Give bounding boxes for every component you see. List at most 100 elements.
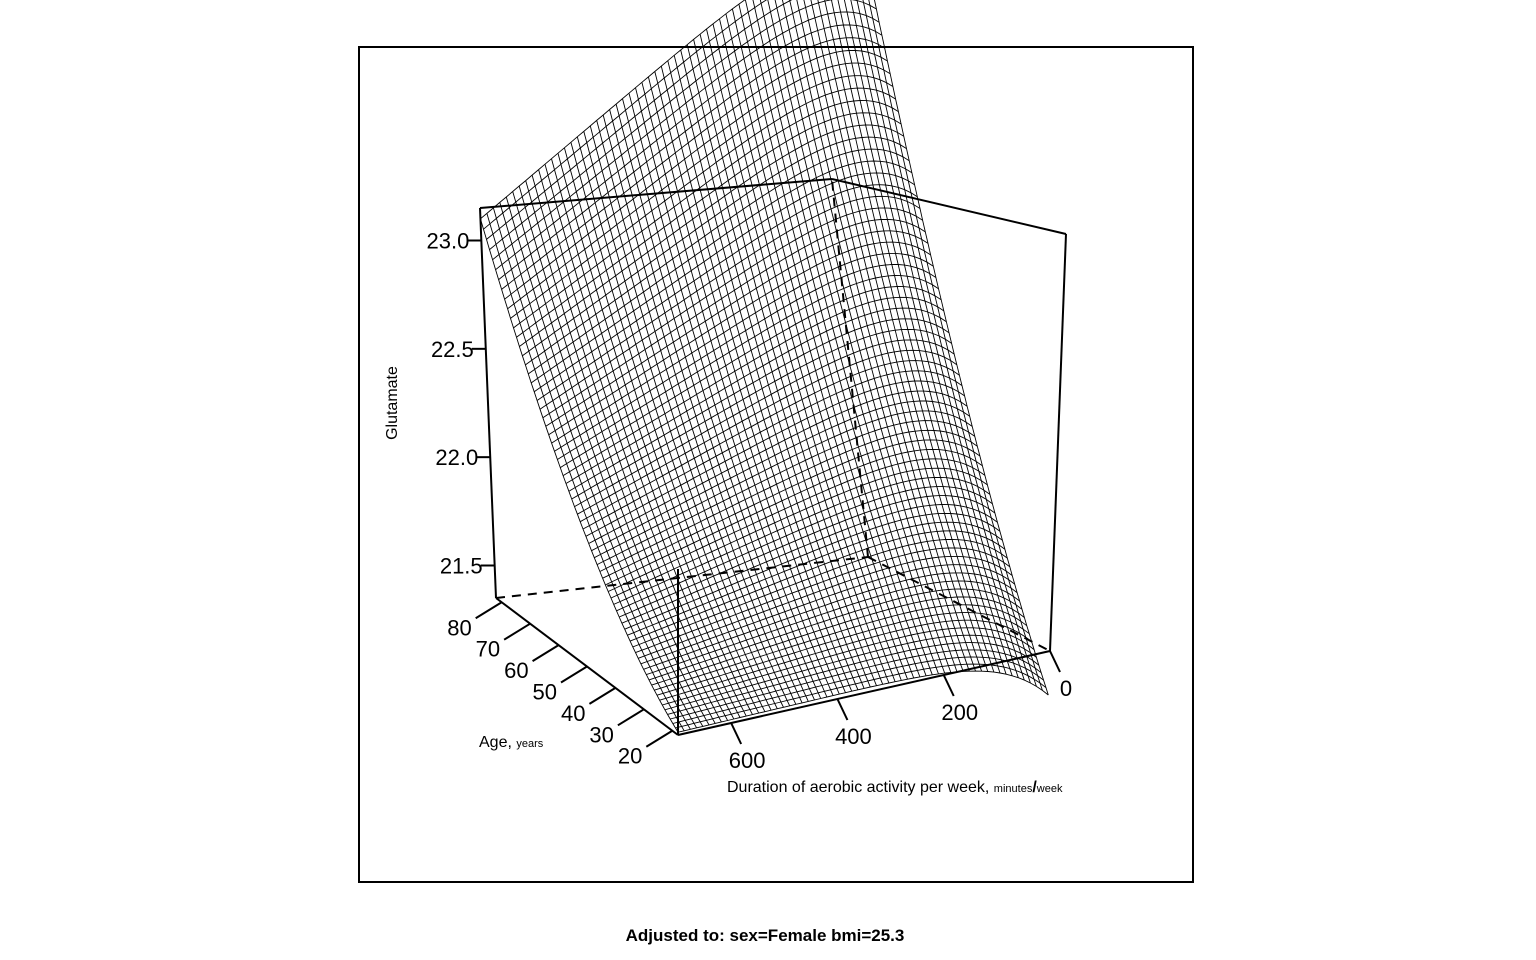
mesh-duration-line xyxy=(635,87,828,698)
age-tick xyxy=(475,601,503,620)
duration-tick-label: 400 xyxy=(835,724,872,749)
mesh-duration-line xyxy=(479,218,679,733)
age-tick xyxy=(532,644,560,662)
mesh-duration-line xyxy=(725,13,915,679)
mesh-duration-line xyxy=(874,0,1049,696)
back-floor-edge-left xyxy=(495,556,869,599)
age-tick xyxy=(588,687,616,705)
duration-axis-label-unit-den: week xyxy=(1036,783,1063,795)
mesh-duration-line xyxy=(731,8,921,678)
mesh-duration-line xyxy=(830,0,1007,675)
mesh-age-line xyxy=(533,184,918,393)
right-vertical-edge xyxy=(1049,233,1067,652)
age-tick-label: 20 xyxy=(618,744,642,769)
mesh-age-line xyxy=(525,148,910,366)
age-axis-label-main: Age, xyxy=(479,734,516,751)
front-floor-edge-duration xyxy=(677,650,1051,736)
mesh-duration-line xyxy=(738,4,927,676)
mesh-duration-line xyxy=(862,0,1037,687)
mesh-duration-line xyxy=(803,0,983,672)
age-axis-label-unit: years xyxy=(516,738,543,750)
mesh-age-line xyxy=(507,75,894,310)
mesh-duration-line xyxy=(680,49,871,688)
mesh-duration-line xyxy=(781,0,964,672)
mesh-duration-line xyxy=(843,0,1019,678)
duration-axis: 0 200 400 600 xyxy=(729,650,1072,773)
surface-mesh xyxy=(479,0,1049,733)
mesh-duration-line xyxy=(499,202,697,729)
mesh-age-line xyxy=(483,0,768,230)
mesh-age-line xyxy=(480,0,746,220)
mesh-duration-line xyxy=(563,147,760,714)
z-axis: 21.5 22.0 22.5 23.0 xyxy=(427,229,495,579)
mesh-age-line xyxy=(513,100,899,329)
mesh-duration-line xyxy=(518,185,716,724)
z-tick-label: 23.0 xyxy=(427,229,470,254)
duration-axis-label-unit-num: minutes xyxy=(994,783,1033,795)
mesh-duration-line xyxy=(654,71,846,693)
age-axis-label: Age, years xyxy=(479,734,544,751)
duration-tick xyxy=(836,698,849,721)
mesh-duration-line xyxy=(557,153,753,715)
mesh-duration-line xyxy=(856,0,1031,684)
mesh-duration-line xyxy=(796,0,976,672)
mesh-duration-line xyxy=(667,60,859,690)
mesh-duration-line xyxy=(492,207,691,730)
age-tick xyxy=(560,665,588,684)
mesh-duration-line xyxy=(596,120,791,706)
age-tick-label: 40 xyxy=(561,701,585,726)
top-back-edge-left xyxy=(479,178,833,209)
mesh-duration-line xyxy=(789,0,970,672)
mesh-duration-line xyxy=(810,0,989,672)
mesh-duration-line xyxy=(817,0,995,673)
mesh-duration-line xyxy=(673,55,865,689)
mesh-duration-line xyxy=(850,0,1025,681)
duration-tick xyxy=(730,722,743,745)
left-vertical-edge xyxy=(479,207,497,599)
mesh-duration-line xyxy=(538,169,735,720)
plot-frame xyxy=(358,46,1194,883)
mesh-duration-line xyxy=(759,0,946,674)
mesh-duration-line xyxy=(744,0,933,675)
age-tick-label: 80 xyxy=(447,615,471,640)
mesh-age-line xyxy=(519,124,905,347)
mesh-duration-line xyxy=(767,0,952,673)
mesh-duration-line xyxy=(622,98,815,701)
mesh-duration-line xyxy=(551,158,747,717)
age-tick-label: 50 xyxy=(533,680,557,705)
mesh-duration-line xyxy=(602,114,797,705)
age-tick xyxy=(503,622,531,641)
duration-tick xyxy=(1049,650,1061,673)
duration-tick xyxy=(942,674,955,697)
mesh-age-line xyxy=(510,87,896,319)
mesh-duration-line xyxy=(774,0,958,673)
top-back-edge-right xyxy=(831,178,1067,235)
age-tick-label: 70 xyxy=(476,637,500,662)
mesh-duration-line xyxy=(628,93,822,699)
mesh-duration-line xyxy=(589,125,784,708)
age-tick-label: 30 xyxy=(589,722,613,747)
mesh-duration-line xyxy=(641,82,834,696)
mesh-age-line xyxy=(522,136,907,357)
mesh-duration-line xyxy=(752,0,939,675)
mesh-duration-line xyxy=(837,0,1013,676)
adjustment-caption: Adjusted to: sex=Female bmi=25.3 xyxy=(625,926,905,945)
mesh-age-line xyxy=(536,195,921,401)
mesh-duration-line xyxy=(505,196,704,727)
mesh-duration-line xyxy=(647,76,840,695)
mesh-duration-line xyxy=(824,0,1001,674)
mesh-age-line xyxy=(675,663,1047,729)
mesh-duration-line xyxy=(699,34,890,684)
mesh-duration-line xyxy=(868,0,1043,691)
mesh-duration-line xyxy=(531,174,728,721)
mesh-duration-line xyxy=(570,142,766,712)
duration-tick-label: 200 xyxy=(941,700,978,725)
mesh-duration-line xyxy=(712,23,902,681)
mesh-duration-line xyxy=(544,164,741,718)
mesh-duration-line xyxy=(615,103,809,702)
mesh-duration-line xyxy=(719,18,908,680)
duration-axis-label: Duration of aerobic activity per week, m… xyxy=(727,779,1063,796)
mesh-duration-line xyxy=(583,131,778,709)
